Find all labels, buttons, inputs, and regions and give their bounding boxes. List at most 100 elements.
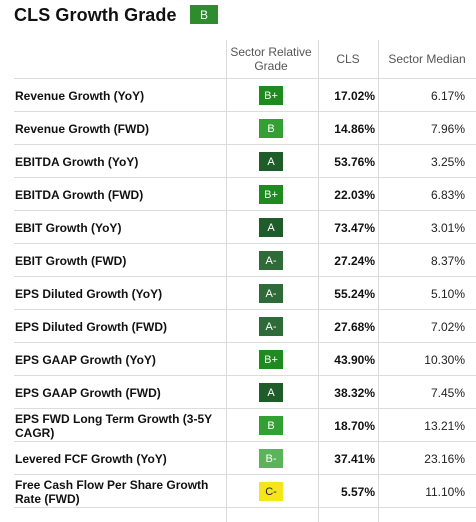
metric-label: EPS FWD Long Term Growth (3-5Y CAGR) (15, 411, 212, 440)
sector-median-value: 7.02% (430, 319, 465, 334)
metric-label: EBIT Growth (YoY) (15, 220, 122, 235)
row-divider (14, 144, 476, 145)
table-row: EBITDA Growth (YoY) A 53.76% 3.25% (14, 145, 476, 178)
row-divider (14, 210, 476, 211)
cls-value: 73.47% (334, 220, 375, 235)
cls-value: 27.68% (334, 319, 375, 334)
metric-label: EBIT Growth (FWD) (15, 253, 127, 268)
row-divider (14, 78, 476, 79)
grade-cell: B+ (226, 178, 316, 211)
grade-badge: A (259, 383, 283, 402)
row-divider (14, 507, 476, 508)
grade-cell: A- (226, 277, 316, 310)
sector-median-value: 7.45% (430, 385, 465, 400)
table-row: EPS GAAP Growth (FWD) A 38.32% 7.45% (14, 376, 476, 409)
row-divider (14, 342, 476, 343)
table-row: EPS Diluted Growth (FWD) A- 27.68% 7.02% (14, 310, 476, 343)
sector-median-value: 13.21% (424, 418, 465, 433)
grade-badge: A- (259, 317, 283, 336)
row-divider (14, 243, 476, 244)
grade-cell: A- (226, 310, 316, 343)
table-row: EBIT Growth (FWD) A- 27.24% 8.37% (14, 244, 476, 277)
metric-label: Free Cash Flow Per Share Growth Rate (FW… (15, 477, 209, 506)
grade-cell: A (226, 211, 316, 244)
cls-value: 37.41% (334, 451, 375, 466)
cls-value: 17.02% (334, 88, 375, 103)
grade-badge: B (259, 416, 283, 435)
column-header-sector-relative-grade: Sector Relative Grade (230, 45, 312, 73)
sector-median-value: 3.25% (430, 154, 465, 169)
grade-cell: A (226, 145, 316, 178)
sector-median-value: 11.10% (425, 484, 465, 499)
cls-value: 5.57% (340, 484, 375, 499)
cls-value: 38.32% (334, 385, 375, 400)
cls-value: 18.70% (334, 418, 375, 433)
grade-badge: B+ (259, 86, 283, 105)
page-title: CLS Growth Grade (14, 4, 177, 25)
grade-cell: B- (226, 442, 316, 475)
metric-label: EPS GAAP Growth (YoY) (15, 352, 156, 367)
overall-grade-badge: B (190, 5, 218, 24)
metric-label: EPS Diluted Growth (YoY) (15, 286, 163, 301)
grade-cell: B+ (226, 343, 316, 376)
column-divider (226, 40, 227, 522)
cls-value: 22.03% (334, 187, 375, 202)
metric-label: EPS GAAP Growth (FWD) (15, 385, 161, 400)
table-row: EBIT Growth (YoY) A 73.47% 3.01% (14, 211, 476, 244)
column-header-cls: CLS (336, 52, 360, 66)
row-divider (14, 375, 476, 376)
grade-badge: A (259, 218, 283, 237)
header: CLS Growth Grade (14, 4, 177, 26)
cls-value: 27.24% (334, 253, 375, 268)
sector-median-value: 3.01% (430, 220, 465, 235)
sector-median-value: 6.83% (430, 187, 465, 202)
row-divider (14, 276, 476, 277)
sector-median-value: 8.37% (430, 253, 465, 268)
metric-label: EBITDA Growth (YoY) (15, 154, 139, 169)
sector-median-value: 6.17% (430, 88, 465, 103)
grade-badge: A (259, 152, 283, 171)
grade-badge: B (259, 119, 283, 138)
grade-cell: B (226, 112, 316, 145)
cls-value: 55.24% (334, 286, 375, 301)
grade-badge: A- (259, 251, 283, 270)
grade-badge: A- (259, 284, 283, 303)
grade-cell: B (226, 409, 316, 442)
metric-label: Revenue Growth (YoY) (15, 88, 145, 103)
grade-badge: C- (259, 482, 283, 501)
row-divider (14, 309, 476, 310)
row-divider (14, 177, 476, 178)
table-row: Levered FCF Growth (YoY) B- 37.41% 23.16% (14, 442, 476, 475)
table-row: EPS FWD Long Term Growth (3-5Y CAGR) B 18.… (14, 409, 476, 442)
sector-median-value: 10.30% (424, 352, 465, 367)
metric-label: EBITDA Growth (FWD) (15, 187, 144, 202)
table-row: Free Cash Flow Per Share Growth Rate (FW… (14, 475, 476, 508)
cls-value: 53.76% (334, 154, 375, 169)
sector-median-value: 23.16% (424, 451, 465, 466)
cls-value: 14.86% (334, 121, 375, 136)
cls-value: 43.90% (334, 352, 375, 367)
metric-label: Levered FCF Growth (YoY) (15, 451, 167, 466)
metric-label: EPS Diluted Growth (FWD) (15, 319, 167, 334)
table-row: Revenue Growth (FWD) B 14.86% 7.96% (14, 112, 476, 145)
row-divider (14, 111, 476, 112)
table-row: EBITDA Growth (FWD) B+ 22.03% 6.83% (14, 178, 476, 211)
grade-cell: C- (226, 475, 316, 508)
row-divider (14, 441, 476, 442)
grade-badge: B+ (259, 185, 283, 204)
column-divider (378, 40, 379, 522)
grade-cell: A- (226, 244, 316, 277)
grade-cell: B+ (226, 79, 316, 112)
grade-badge: B- (259, 449, 283, 468)
table-row: EPS GAAP Growth (YoY) B+ 43.90% 10.30% (14, 343, 476, 376)
column-divider (318, 40, 319, 522)
row-divider (14, 408, 476, 409)
row-divider (14, 474, 476, 475)
grade-badge: B+ (259, 350, 283, 369)
metric-label: Revenue Growth (FWD) (15, 121, 149, 136)
table-row: EPS Diluted Growth (YoY) A- 55.24% 5.10% (14, 277, 476, 310)
grade-cell: A (226, 376, 316, 409)
column-header-sector-median: Sector Median (388, 52, 466, 66)
sector-median-value: 5.10% (430, 286, 465, 301)
sector-median-value: 7.96% (430, 121, 465, 136)
